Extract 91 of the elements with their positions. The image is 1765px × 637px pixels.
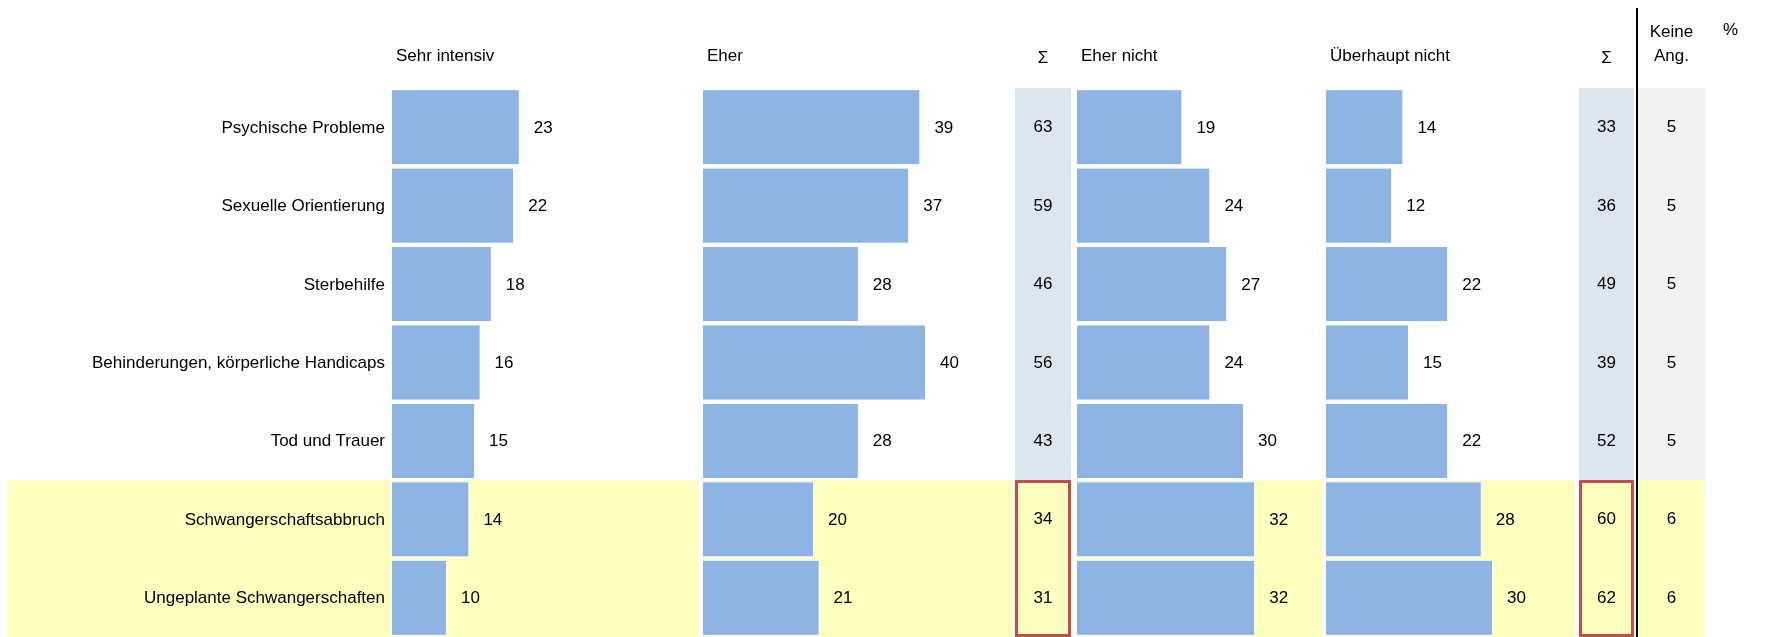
data-label: 28 [1495, 509, 1515, 529]
data-label: 30 [1258, 431, 1277, 451]
chart-title: Eher [707, 46, 744, 65]
bar [1076, 89, 1183, 166]
text: 5 [1665, 351, 1678, 374]
text: 5 [1665, 194, 1678, 217]
text: 6 [1665, 508, 1678, 531]
chart-title: Sehr intensiv [396, 46, 495, 65]
data-label: 22 [1462, 431, 1482, 451]
data-label: 32 [1269, 509, 1289, 529]
text: 5 [1665, 273, 1678, 296]
data-label: 37 [923, 196, 943, 216]
text: 60 [1596, 508, 1617, 531]
text: 62 [1596, 586, 1617, 609]
text: 49 [1596, 273, 1617, 296]
text: 36 [1596, 194, 1617, 217]
chart-title: Überhaupt nicht [1330, 46, 1451, 65]
data-label: 28 [872, 431, 892, 451]
y-tick-label: Psychische Probleme [221, 117, 385, 137]
data-label: 18 [505, 274, 525, 294]
bar [1325, 481, 1482, 558]
bar [1325, 324, 1409, 401]
data-label: 19 [1196, 117, 1216, 137]
bar [391, 324, 481, 401]
text: % [1723, 20, 1739, 40]
data-label: 20 [828, 509, 847, 529]
data-label: 23 [533, 117, 553, 137]
data-label: 14 [483, 509, 503, 529]
text: 43 [1032, 429, 1054, 452]
bar [702, 559, 820, 636]
bar [702, 89, 921, 166]
text: 46 [1032, 273, 1054, 296]
bar [1325, 167, 1393, 244]
bar [1076, 167, 1211, 244]
data-label: 27 [1241, 274, 1261, 294]
text: 59 [1032, 194, 1054, 217]
data-label: 24 [1224, 196, 1244, 216]
text: 56 [1032, 351, 1054, 374]
y-tick-label: Behinderungen, körperliche Handicaps [92, 353, 385, 372]
data-label: 22 [528, 196, 548, 216]
data-label: 15 [1423, 353, 1442, 372]
data-label: 15 [489, 431, 508, 451]
text: 31 [1032, 586, 1054, 609]
data-label: 24 [1224, 353, 1244, 372]
data-label: 39 [934, 117, 954, 137]
bar [702, 402, 859, 479]
text: 33 [1596, 116, 1617, 139]
bar [1076, 246, 1228, 323]
bar [391, 167, 515, 244]
bar [1325, 559, 1493, 636]
data-label: 10 [461, 588, 480, 608]
bar [1325, 246, 1449, 323]
y-tick-label: Sexuelle Orientierung [221, 196, 385, 216]
text: 39 [1596, 351, 1617, 374]
data-label: 12 [1406, 196, 1426, 216]
text: 34 [1032, 508, 1054, 531]
data-label: 32 [1269, 588, 1289, 608]
bar [1076, 324, 1211, 401]
bar [391, 481, 470, 558]
bar [391, 89, 520, 166]
bar [702, 481, 814, 558]
y-tick-label: Tod und Trauer [270, 431, 386, 451]
text: 5 [1665, 429, 1678, 452]
data-label: 28 [872, 274, 892, 294]
bar [1076, 481, 1256, 558]
text: 63 [1032, 116, 1054, 139]
bar [1325, 402, 1449, 479]
bar [391, 559, 447, 636]
data-label: 30 [1507, 588, 1526, 608]
chart-title: Eher nicht [1081, 46, 1158, 65]
bar [702, 246, 859, 323]
y-tick-label: Sterbehilfe [303, 274, 385, 294]
data-label: 22 [1462, 274, 1482, 294]
data-label: 21 [833, 588, 853, 608]
bar [1076, 559, 1256, 636]
text: Σ [1036, 47, 1050, 69]
y-tick-label: Schwangerschaftsabbruch [184, 509, 385, 529]
data-label: 40 [940, 353, 959, 372]
text: 52 [1596, 429, 1617, 452]
bar [391, 246, 492, 323]
bar [702, 324, 926, 401]
y-tick-label: Ungeplante Schwangerschaften [144, 588, 385, 608]
bar [702, 167, 910, 244]
text: 5 [1665, 116, 1678, 139]
data-label: 16 [494, 353, 514, 372]
bar [1325, 89, 1404, 166]
text: 6 [1665, 586, 1678, 609]
data-label: 14 [1417, 117, 1437, 137]
text: Σ [1600, 47, 1613, 69]
bar [391, 402, 475, 479]
text: Keine Ang. [1648, 21, 1695, 67]
